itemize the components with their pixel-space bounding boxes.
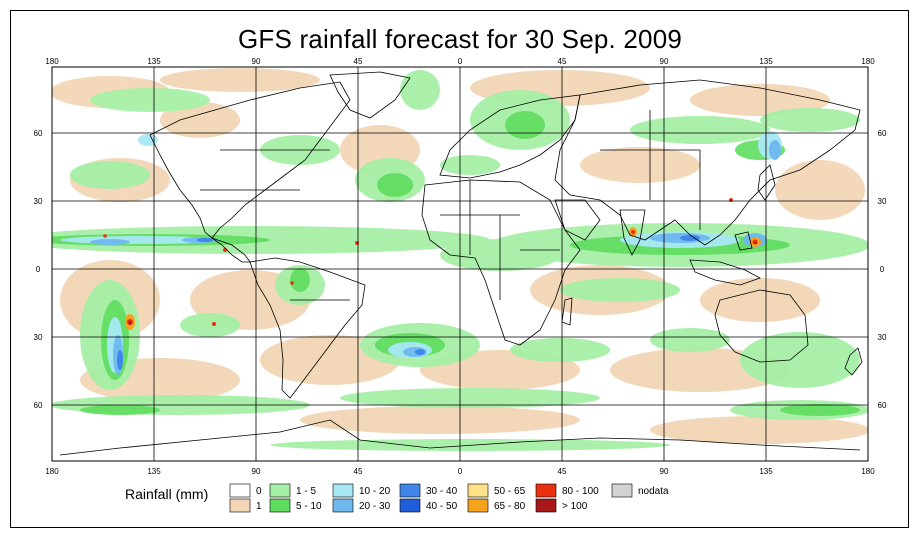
coastlines (59, 71, 863, 456)
legend-label: 80 - 100 (562, 486, 599, 497)
lat-label: 0 (36, 265, 41, 274)
lon-label: 135 (147, 467, 161, 476)
graticule (52, 67, 868, 461)
legend-label: 30 - 40 (426, 486, 458, 497)
lon-label: 0 (458, 467, 463, 476)
legend-label: 10 - 20 (359, 486, 391, 497)
lon-label: 0 (458, 57, 463, 66)
legend-swatch (269, 498, 291, 513)
lon-label: 180 (45, 467, 59, 476)
legend-label: > 100 (562, 501, 588, 512)
legend-label: 40 - 50 (426, 501, 458, 512)
legend-swatch (332, 498, 354, 513)
lat-label: 60 (878, 129, 887, 138)
legend-swatch (229, 483, 251, 498)
lon-label: 90 (660, 57, 669, 66)
legend-swatch (332, 483, 354, 498)
legend-label: 0 (256, 486, 262, 497)
legend-label: 1 (256, 501, 262, 512)
legend-swatch (269, 483, 291, 498)
legend-label: 5 - 10 (296, 501, 322, 512)
lat-label: 30 (878, 197, 887, 206)
map-title: GFS rainfall forecast for 30 Sep. 2009 (237, 24, 683, 54)
legend-label: 50 - 65 (494, 486, 526, 497)
legend-swatch (399, 498, 421, 513)
legend-label: nodata (638, 486, 669, 497)
lat-label: 60 (878, 401, 887, 410)
lon-label: 45 (354, 57, 363, 66)
legend-label: 65 - 80 (494, 501, 526, 512)
lon-label: 135 (759, 467, 773, 476)
legend-labels: 0 1 1 - 5 5 - 10 10 - 20 20 - 30 30 - 40… (256, 486, 669, 512)
longitude-labels-bottom: 180 135 90 45 0 45 90 135 180 (45, 467, 875, 476)
lon-label: 90 (252, 57, 261, 66)
lon-label: 45 (354, 467, 363, 476)
legend-title: Rainfall (mm) (125, 486, 209, 502)
legend-swatch (229, 498, 251, 513)
lat-label: 30 (878, 333, 887, 342)
map-border (51, 66, 869, 462)
legend-swatch (535, 498, 557, 513)
lon-label: 180 (45, 57, 59, 66)
lon-label: 45 (558, 467, 567, 476)
longitude-labels-top: 180 135 90 45 0 45 90 135 180 (45, 57, 875, 66)
legend-swatch (535, 483, 557, 498)
legend-swatch (467, 498, 489, 513)
legend-swatches (229, 483, 633, 513)
latitude-labels-left: 60 30 0 30 60 (34, 129, 43, 410)
latitude-labels-right: 60 30 0 30 60 (878, 129, 887, 410)
lon-label: 90 (252, 467, 261, 476)
legend-label: 1 - 5 (296, 486, 316, 497)
legend-swatch (467, 483, 489, 498)
lon-label: 180 (861, 467, 875, 476)
lat-label: 60 (34, 129, 43, 138)
lon-label: 180 (861, 57, 875, 66)
lat-label: 30 (34, 333, 43, 342)
legend-swatch (611, 483, 633, 498)
lat-label: 0 (880, 265, 885, 274)
legend-swatch (399, 483, 421, 498)
lon-label: 90 (660, 467, 669, 476)
lon-label: 135 (759, 57, 773, 66)
lon-label: 45 (558, 57, 567, 66)
lat-label: 30 (34, 197, 43, 206)
rainfall-field (52, 68, 868, 451)
lat-label: 60 (34, 401, 43, 410)
legend-label: 20 - 30 (359, 501, 391, 512)
lon-label: 135 (147, 57, 161, 66)
